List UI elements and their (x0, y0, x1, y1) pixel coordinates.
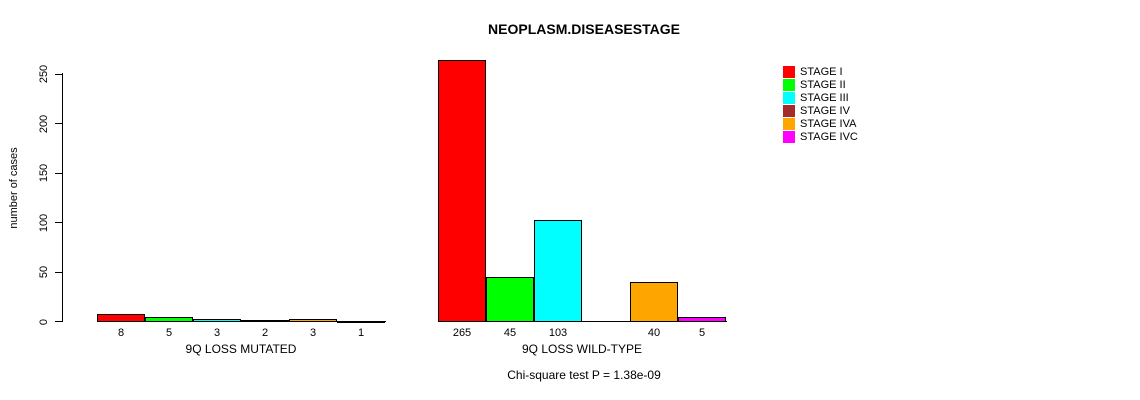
group-baseline (438, 321, 727, 322)
bar-value-label: 5 (698, 327, 706, 339)
y-axis-title: number of cases (8, 147, 20, 229)
legend-swatch (783, 130, 795, 143)
y-tick-label: 250 (38, 64, 50, 84)
y-tick-mark (55, 73, 62, 75)
legend-label: STAGE II (800, 78, 846, 91)
legend-label: STAGE III (800, 91, 849, 104)
legend-label: STAGE IVC (800, 130, 858, 143)
bar-stage-iva (630, 282, 678, 322)
legend-item-stage-ii: STAGE II (783, 78, 858, 91)
legend-swatch (783, 65, 795, 78)
y-tick-label: 50 (38, 265, 50, 279)
legend-swatch (783, 91, 795, 104)
bar-value-label: 40 (647, 327, 661, 339)
legend-item-stage-ivc: STAGE IVC (783, 130, 858, 143)
bar-value-label: 3 (213, 327, 221, 339)
y-tick-label: 100 (38, 213, 50, 232)
y-tick-label: 150 (38, 163, 50, 183)
group-label-wild-type: 9Q LOSS WILD-TYPE (521, 342, 643, 356)
legend-item-stage-i: STAGE I (783, 65, 858, 78)
bar-stage-iii (534, 220, 582, 322)
bar-value-label: 45 (503, 327, 517, 339)
y-axis-line (62, 73, 63, 322)
bar-stage-i (438, 59, 486, 322)
legend-swatch (783, 78, 795, 91)
legend-item-stage-iva: STAGE IVA (783, 117, 858, 130)
legend-label: STAGE IV (800, 104, 850, 117)
legend: STAGE I STAGE II STAGE III STAGE IV STAGE IV… (783, 65, 858, 143)
group-baseline (97, 321, 386, 322)
y-tick-mark (55, 123, 62, 124)
bar-value-label: 265 (452, 327, 472, 339)
y-tick-mark (55, 321, 62, 322)
bar-value-label: 2 (261, 327, 269, 339)
group-label-mutated: 9Q LOSS MUTATED (185, 342, 297, 356)
bar-value-label: 3 (309, 327, 317, 339)
chart-title: NEOPLASM.DISEASESTAGE (488, 21, 680, 37)
legend-label: STAGE I (800, 65, 843, 78)
chi-square-annotation: Chi-square test P = 1.38e-09 (507, 368, 661, 382)
legend-item-stage-iii: STAGE III (783, 91, 858, 104)
legend-label: STAGE IVA (800, 117, 857, 130)
bar-value-label: 1 (357, 327, 365, 339)
bar-value-label: 8 (117, 327, 125, 339)
y-tick-mark (55, 172, 62, 174)
bar-stage-ii (486, 277, 534, 322)
legend-swatch (783, 117, 795, 130)
bar-value-label: 103 (548, 327, 568, 339)
y-tick-mark (55, 222, 62, 223)
legend-item-stage-iv: STAGE IV (783, 104, 858, 117)
legend-swatch (783, 104, 795, 117)
y-tick-label: 0 (38, 318, 50, 325)
y-tick-label: 200 (38, 114, 50, 133)
y-tick-mark (55, 271, 62, 273)
bar-value-label: 5 (165, 327, 173, 339)
